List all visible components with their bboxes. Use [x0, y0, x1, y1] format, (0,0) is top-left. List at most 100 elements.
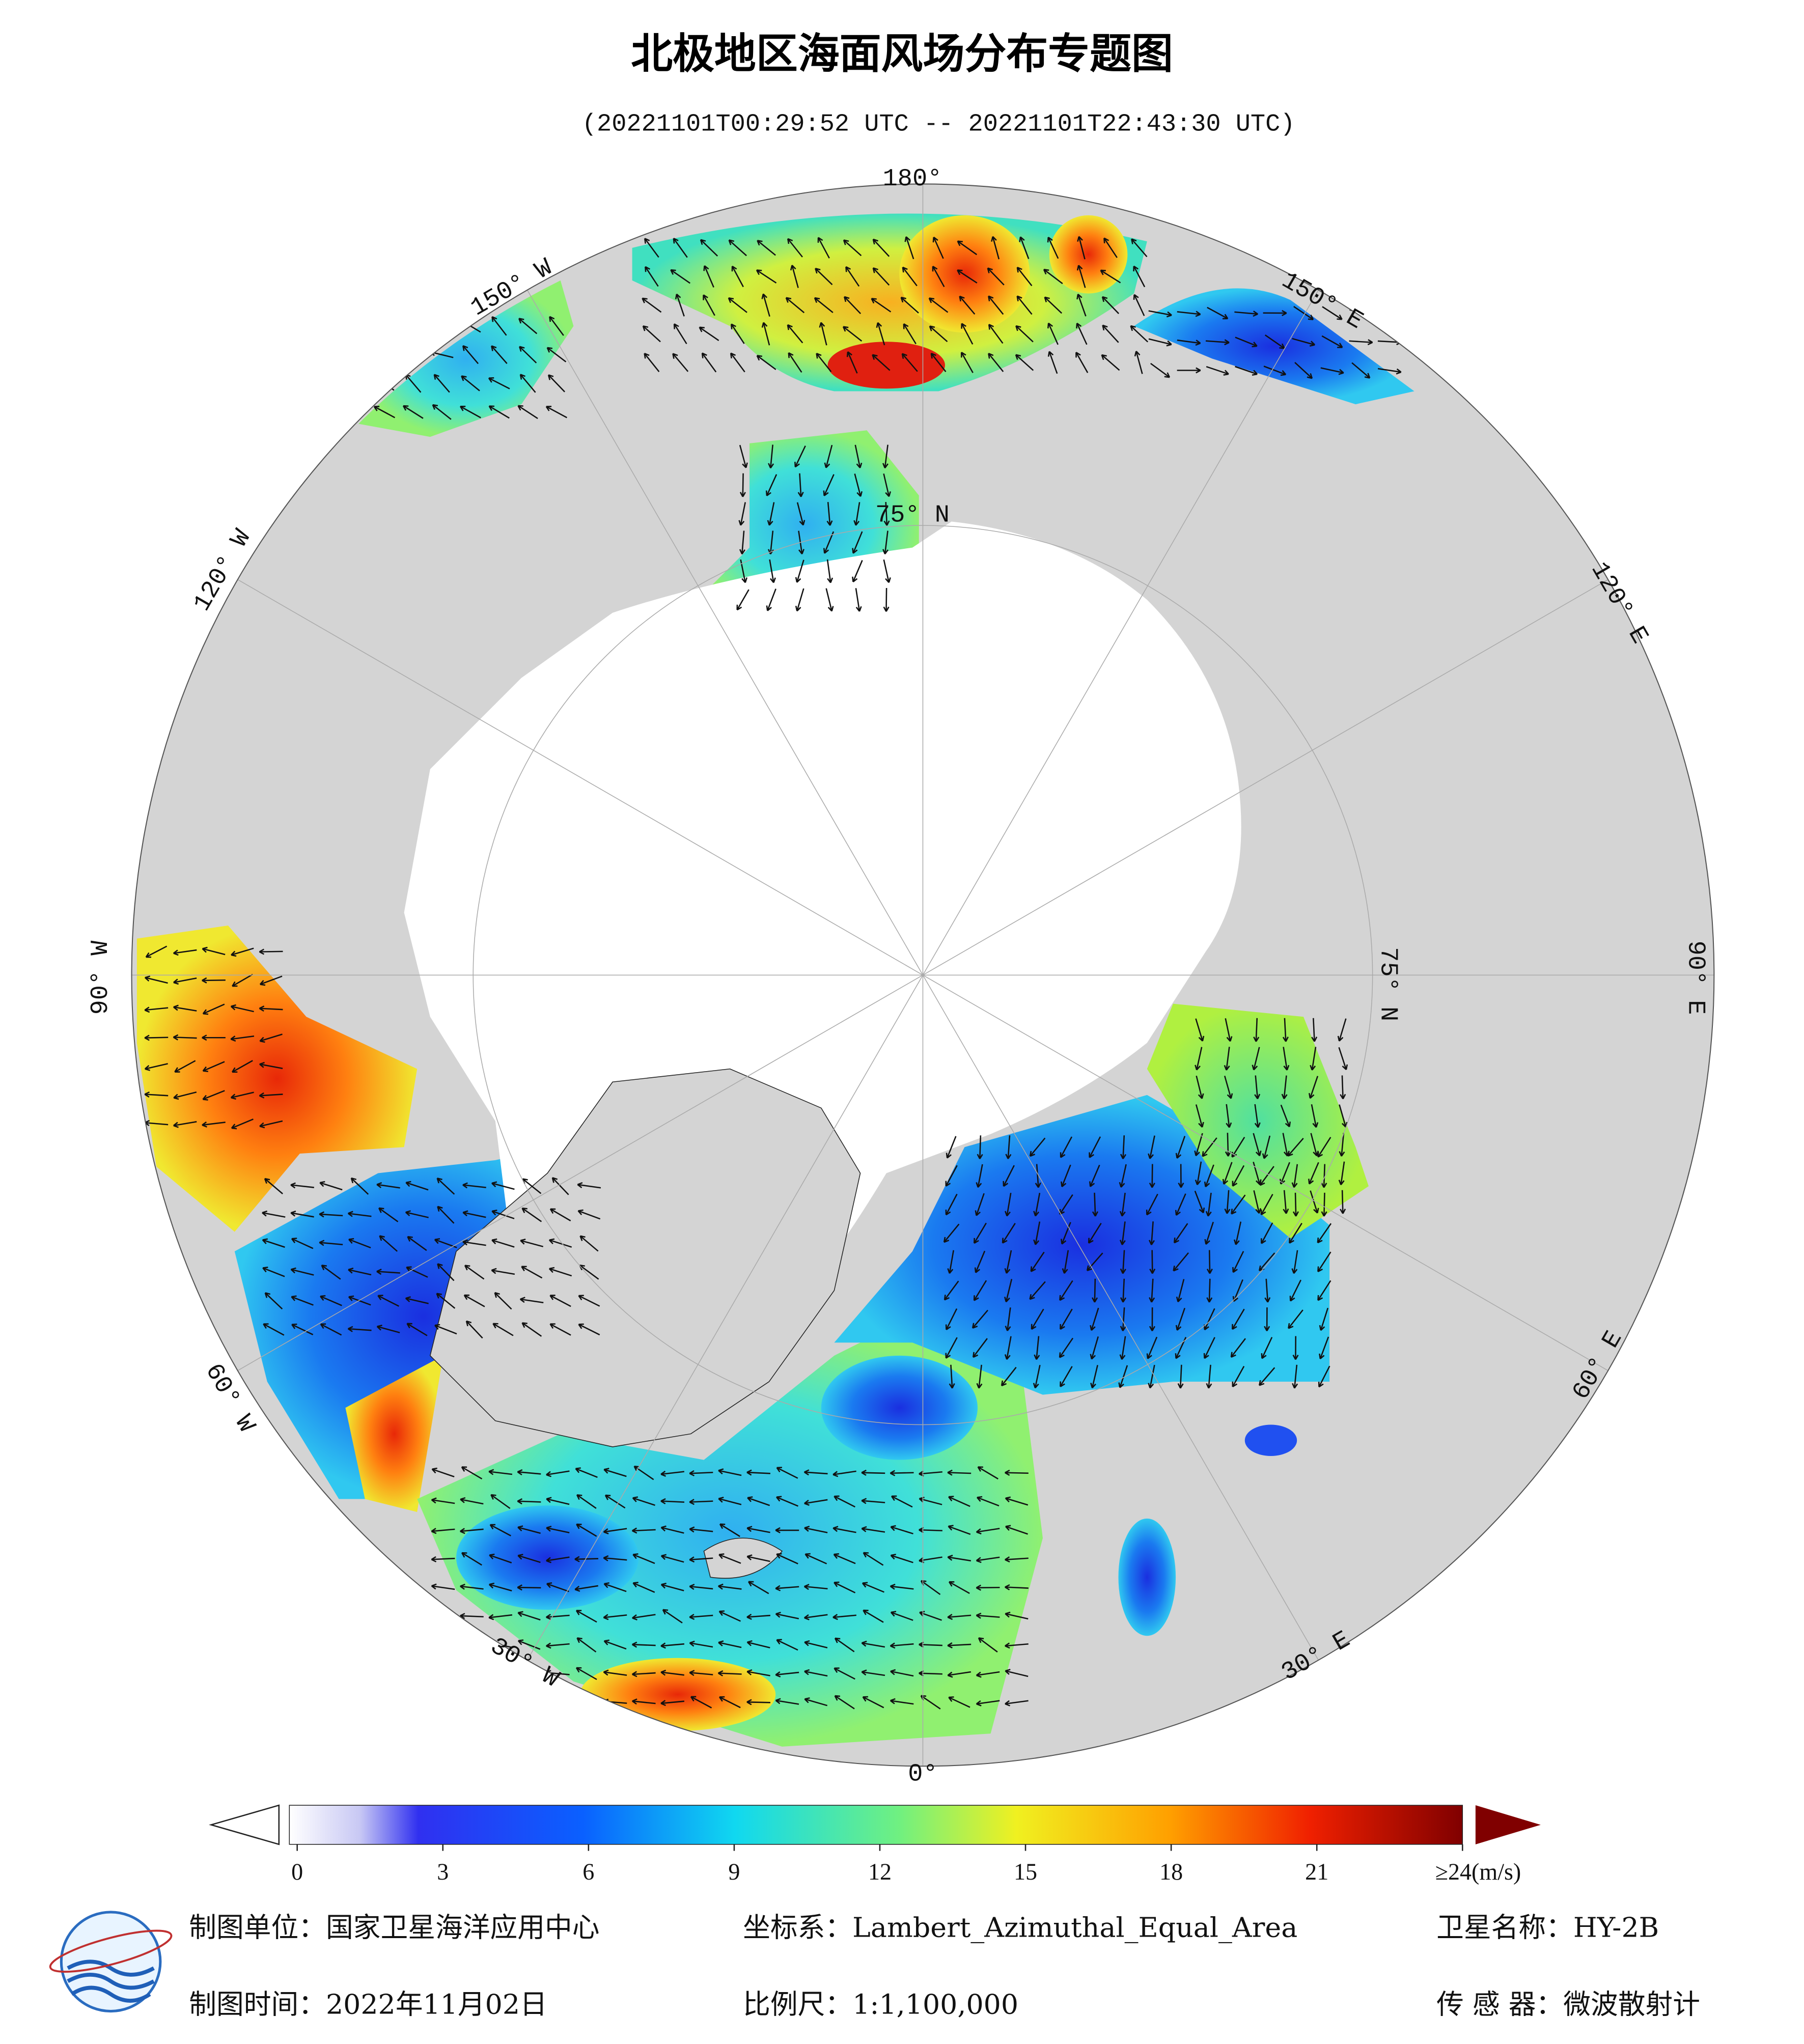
- wind-arrow: [644, 238, 659, 258]
- wind-arrow: [144, 1006, 169, 1013]
- wind-arrow: [291, 1238, 314, 1249]
- map-border: [131, 183, 1715, 1767]
- wind-arrow: [1061, 1164, 1071, 1187]
- wind-arrow: [347, 1211, 372, 1217]
- wind-arrow: [1222, 1162, 1233, 1185]
- wind-arrow: [546, 1556, 570, 1563]
- wind-arrow: [1282, 1133, 1290, 1157]
- wind-arrow: [804, 1499, 828, 1506]
- wind-arrow: [405, 1296, 429, 1304]
- wind-arrow: [1292, 1336, 1299, 1360]
- wind-arrow: [746, 1669, 770, 1676]
- wind-arrow: [1089, 1136, 1101, 1158]
- wind-arrow: [673, 323, 687, 345]
- wind-arrow: [1149, 1250, 1156, 1274]
- wind-arrow: [976, 1364, 983, 1389]
- wind-arrow: [976, 1496, 1000, 1506]
- wind-arrow: [1262, 1135, 1271, 1159]
- wind-arrow: [672, 353, 689, 372]
- wind-arrow: [348, 1238, 371, 1249]
- wind-patch: [345, 1355, 443, 1513]
- wind-arrow: [1254, 1104, 1261, 1128]
- wind-arrow: [230, 1091, 254, 1100]
- footer-agency: 制图单位：国家卫星海洋应用中心: [189, 1912, 599, 1944]
- wind-patch: [1244, 1424, 1297, 1456]
- wind-arrow: [948, 1525, 971, 1535]
- wind-arrow: [1261, 1337, 1273, 1359]
- wind-arrow: [461, 1466, 483, 1480]
- lat-label: 75° N: [1374, 947, 1402, 1021]
- wind-arrow: [1059, 1280, 1073, 1301]
- wind-arrow: [765, 474, 778, 496]
- wind-arrow: [1120, 1250, 1126, 1274]
- wind-arrow: [976, 1584, 1000, 1591]
- wind-arrow: [1232, 1165, 1245, 1187]
- wind-arrow: [546, 1470, 570, 1477]
- wind-arrow: [603, 1528, 627, 1534]
- wind-arrow: [1149, 1278, 1155, 1303]
- wind-arrow: [1034, 1336, 1040, 1360]
- wind-arrow: [549, 1208, 571, 1222]
- wind-arrow: [972, 1338, 988, 1358]
- wind-arrow: [1340, 1190, 1346, 1214]
- wind-arrow: [804, 1553, 827, 1564]
- wind-arrow: [689, 1499, 713, 1505]
- wind-arrow: [1177, 339, 1201, 346]
- wind-arrow: [460, 1698, 484, 1704]
- wind-arrow: [1148, 1221, 1155, 1245]
- wind-arrow: [833, 1553, 856, 1564]
- wind-arrow: [756, 269, 777, 284]
- wind-arrow: [348, 1295, 371, 1306]
- wind-arrow: [1086, 1252, 1103, 1272]
- wind-arrow: [1061, 1222, 1071, 1245]
- wind-arrow: [976, 1700, 1000, 1706]
- wind-arrow: [1076, 293, 1087, 317]
- wind-arrow: [1175, 1307, 1186, 1331]
- wind-arrow: [832, 1470, 856, 1477]
- wind-arrow: [517, 1525, 541, 1534]
- wind-arrow: [546, 347, 567, 362]
- wind-arrow: [173, 1091, 197, 1100]
- wind-arrow: [832, 1526, 856, 1533]
- wind-arrow: [834, 1695, 855, 1710]
- wind-arrow: [576, 1637, 597, 1653]
- wind-arrow: [402, 405, 424, 419]
- wind-arrow: [823, 474, 835, 496]
- wind-arrow: [861, 1526, 885, 1533]
- wind-arrow: [761, 293, 770, 317]
- wind-arrow: [739, 444, 748, 468]
- wind-arrow: [761, 322, 770, 346]
- wind-patch: [456, 1505, 639, 1610]
- footer-scale: 比例尺：1:1,100,000: [743, 1989, 1018, 2021]
- wind-arrow: [1292, 1192, 1299, 1217]
- wind-arrow: [948, 1496, 970, 1507]
- wind-arrow: [1149, 1164, 1155, 1188]
- wind-arrow: [660, 1700, 685, 1706]
- wind-arrow: [976, 1556, 1000, 1563]
- wind-arrow: [546, 1698, 570, 1705]
- lon-label: 90° W: [87, 940, 115, 1015]
- wind-arrow: [202, 1090, 225, 1101]
- wind-arrow: [574, 1556, 599, 1562]
- wind-arrow: [718, 1696, 741, 1709]
- wind-arrow: [432, 1639, 454, 1651]
- wind-arrow: [675, 293, 685, 317]
- wind-arrow: [1349, 339, 1373, 346]
- wind-arrow: [1321, 335, 1343, 348]
- wind-arrow: [746, 1554, 770, 1562]
- wind-arrow: [947, 1642, 972, 1648]
- wind-arrow: [817, 237, 830, 259]
- wind-arrow: [1100, 269, 1121, 284]
- wind-arrow: [460, 1528, 484, 1534]
- map-title: 北极地区海面风场分布专题图: [631, 30, 1173, 78]
- wind-arrow: [436, 1178, 455, 1195]
- wind-arrow: [1264, 334, 1285, 349]
- wind-arrow: [144, 1063, 168, 1071]
- map-disk: [131, 184, 1714, 1767]
- wind-arrow: [603, 1669, 627, 1676]
- wind-arrow: [1134, 351, 1143, 374]
- wind-arrow: [1317, 1251, 1331, 1272]
- wind-patch: [136, 926, 418, 1232]
- wind-arrow: [348, 1267, 372, 1276]
- wind-arrow: [373, 320, 396, 331]
